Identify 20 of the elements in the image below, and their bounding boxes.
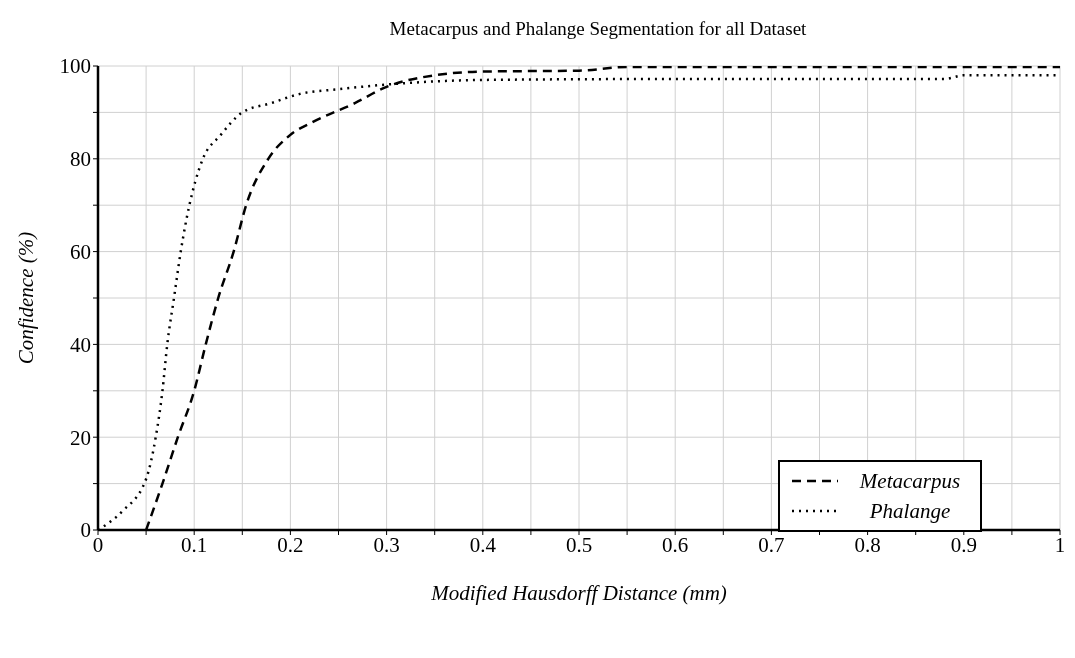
chart-title: Metacarpus and Phalange Segmentation for all Dataset <box>388 18 808 40</box>
x-tick-label: 0.6 <box>662 532 689 557</box>
legend-label: Metacarpus <box>858 468 962 495</box>
x-tick-label: 0.8 <box>854 532 881 557</box>
y-tick-label: 80 <box>70 147 91 172</box>
x-axis-title: Modified Hausdorff Distance (mm) <box>430 581 727 605</box>
x-tick-label: 1 <box>1054 532 1066 557</box>
x-tick-label: 0.9 <box>950 532 977 557</box>
x-tick-label: 0.3 <box>373 532 400 557</box>
y-tick-label: 40 <box>70 332 91 357</box>
y-tick-label: 20 <box>70 425 91 450</box>
x-tick-label: 0.1 <box>181 532 208 557</box>
y-tick-label: 100 <box>59 54 91 79</box>
y-tick-label: 60 <box>70 240 91 265</box>
legend-label: Phalange <box>868 498 952 525</box>
x-tick-label: 0.5 <box>565 532 593 557</box>
x-tick-label: 0.4 <box>469 532 497 557</box>
x-tick-label: 0.2 <box>277 532 304 557</box>
y-axis-title: Confidence (%) <box>14 231 39 365</box>
x-tick-label: 0.7 <box>758 532 785 557</box>
